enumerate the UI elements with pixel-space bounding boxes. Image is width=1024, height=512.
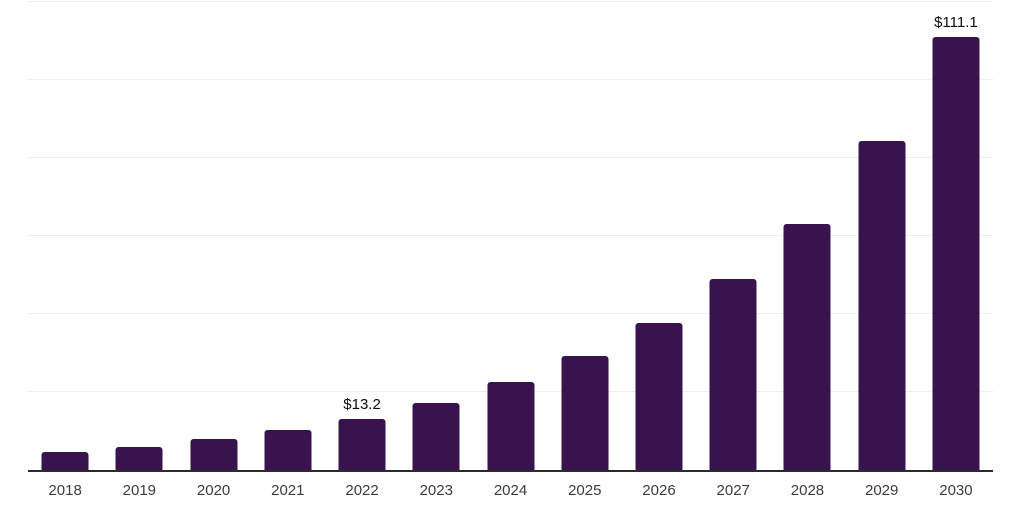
plot-area: $13.2 $111.1 <box>28 1 993 470</box>
x-tick-label-2027: 2027 <box>716 482 750 499</box>
x-tick-label-2024: 2024 <box>493 482 528 499</box>
bar-2025 <box>561 355 609 470</box>
x-tick-label-2030: 2030 <box>939 482 973 499</box>
bar-2019 <box>115 447 163 470</box>
gridline-120 <box>28 1 993 2</box>
x-tick-label-2019: 2019 <box>122 482 157 499</box>
gridline-40 <box>28 313 993 315</box>
x-axis-labels: 2018 2019 2020 2021 2022 2023 2024 2025 2026 2027… <box>28 481 993 501</box>
x-tick-label-2018: 2018 <box>48 482 82 499</box>
x-tick-label-2022: 2022 <box>345 482 379 499</box>
bar-slot-2026 <box>622 2 696 470</box>
x-tick-label-2021: 2021 <box>271 482 305 499</box>
gridline-80 <box>28 157 993 159</box>
bar-2029 <box>858 141 906 470</box>
x-tick-label-2029: 2029 <box>865 482 899 499</box>
x-axis-line <box>28 470 993 472</box>
bar-slot-2023 <box>399 2 473 470</box>
bars: $13.2 $111.1 <box>28 2 993 470</box>
bar-slot-2028 <box>770 2 844 470</box>
bar-slot-2027 <box>696 2 770 470</box>
bar-2018 <box>41 452 89 470</box>
bar-2023 <box>412 402 460 470</box>
bar-slot-2018 <box>28 2 102 470</box>
bar-2020 <box>190 439 238 470</box>
x-tick-label-2023: 2023 <box>419 482 453 499</box>
bar-slot-2021 <box>251 2 325 470</box>
data-label-2030: $111.1 <box>934 13 978 31</box>
bar-slot-2025 <box>548 2 622 470</box>
bar-slot-2020 <box>176 2 250 470</box>
data-label-2022: $13.2 <box>343 395 381 413</box>
bar-slot-2030: $111.1 <box>919 2 993 470</box>
bar-2028 <box>783 223 831 470</box>
gridline-60 <box>28 235 993 236</box>
bar-slot-2019 <box>102 2 176 470</box>
bar-2027 <box>709 278 757 470</box>
bar-2030 <box>932 36 980 470</box>
bar-2021 <box>264 429 312 470</box>
bar-2024 <box>487 382 535 470</box>
x-tick-label-2026: 2026 <box>642 482 676 499</box>
bar-slot-2022: $13.2 <box>325 2 399 470</box>
bar-2026 <box>635 323 683 470</box>
x-tick-label-2028: 2028 <box>790 482 825 499</box>
gridline-100 <box>28 79 993 80</box>
bar-slot-2024 <box>473 2 547 470</box>
x-tick-label-2025: 2025 <box>568 482 602 499</box>
x-tick-label-2020: 2020 <box>196 482 231 499</box>
bar-slot-2029 <box>845 2 919 470</box>
bar-2022 <box>338 418 386 470</box>
